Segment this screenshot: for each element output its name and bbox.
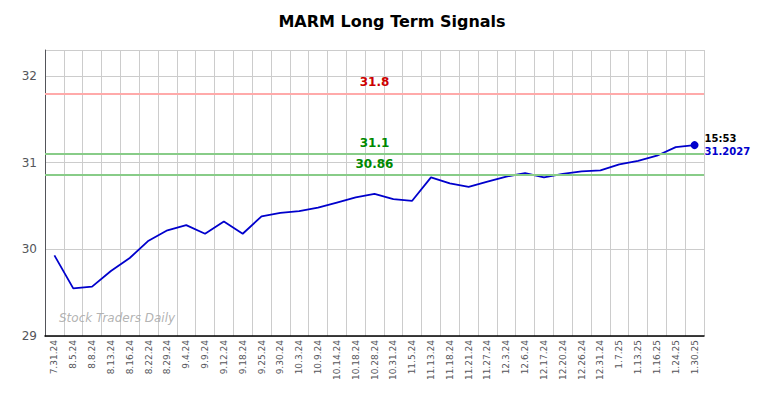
svg-text:1.13.25: 1.13.25: [633, 340, 643, 374]
svg-text:8.22.24: 8.22.24: [144, 340, 154, 375]
svg-text:15:53: 15:53: [705, 133, 737, 144]
svg-text:31.1: 31.1: [360, 136, 390, 150]
svg-text:30: 30: [22, 242, 37, 256]
svg-text:9.9.24: 9.9.24: [200, 340, 210, 369]
svg-text:11.27.24: 11.27.24: [482, 340, 492, 380]
svg-text:31.2027: 31.2027: [705, 146, 751, 157]
svg-text:10.28.24: 10.28.24: [370, 340, 380, 380]
svg-text:10.18.24: 10.18.24: [351, 340, 361, 380]
svg-text:7.31.24: 7.31.24: [49, 340, 59, 375]
svg-text:9.30.24: 9.30.24: [275, 340, 285, 375]
svg-text:11.21.24: 11.21.24: [464, 340, 474, 380]
svg-text:12.6.24: 12.6.24: [520, 340, 530, 375]
svg-text:32: 32: [22, 69, 37, 83]
svg-text:31: 31: [22, 156, 37, 170]
svg-text:9.12.24: 9.12.24: [219, 340, 229, 375]
svg-text:Stock Traders Daily: Stock Traders Daily: [59, 311, 176, 325]
svg-text:12.17.24: 12.17.24: [539, 340, 549, 380]
svg-text:30.86: 30.86: [356, 157, 394, 171]
svg-text:10.14.24: 10.14.24: [332, 340, 342, 380]
svg-text:11.5.24: 11.5.24: [407, 340, 417, 375]
svg-text:8.29.24: 8.29.24: [162, 340, 172, 375]
svg-text:11.18.24: 11.18.24: [445, 340, 455, 380]
svg-text:MARM Long Term Signals: MARM Long Term Signals: [278, 12, 505, 31]
svg-text:11.13.24: 11.13.24: [426, 340, 436, 380]
svg-text:9.4.24: 9.4.24: [181, 340, 191, 369]
svg-text:12.20.24: 12.20.24: [558, 340, 568, 380]
svg-text:12.31.24: 12.31.24: [595, 340, 605, 380]
svg-text:9.18.24: 9.18.24: [238, 340, 248, 375]
svg-text:1.16.25: 1.16.25: [652, 340, 662, 374]
svg-text:8.16.24: 8.16.24: [125, 340, 135, 375]
svg-text:8.8.24: 8.8.24: [87, 340, 97, 369]
svg-text:29: 29: [22, 329, 37, 343]
svg-text:12.26.24: 12.26.24: [577, 340, 587, 380]
svg-text:10.3.24: 10.3.24: [294, 340, 304, 375]
svg-text:1.24.25: 1.24.25: [671, 340, 681, 374]
svg-text:31.8: 31.8: [360, 75, 390, 89]
svg-text:10.31.24: 10.31.24: [388, 340, 398, 380]
svg-text:10.9.24: 10.9.24: [313, 340, 323, 375]
svg-text:1.30.25: 1.30.25: [690, 340, 700, 374]
svg-text:1.7.25: 1.7.25: [614, 340, 624, 369]
svg-text:8.5.24: 8.5.24: [68, 340, 78, 369]
svg-text:9.25.24: 9.25.24: [257, 340, 267, 375]
svg-text:8.13.24: 8.13.24: [106, 340, 116, 375]
svg-text:12.3.24: 12.3.24: [501, 340, 511, 375]
